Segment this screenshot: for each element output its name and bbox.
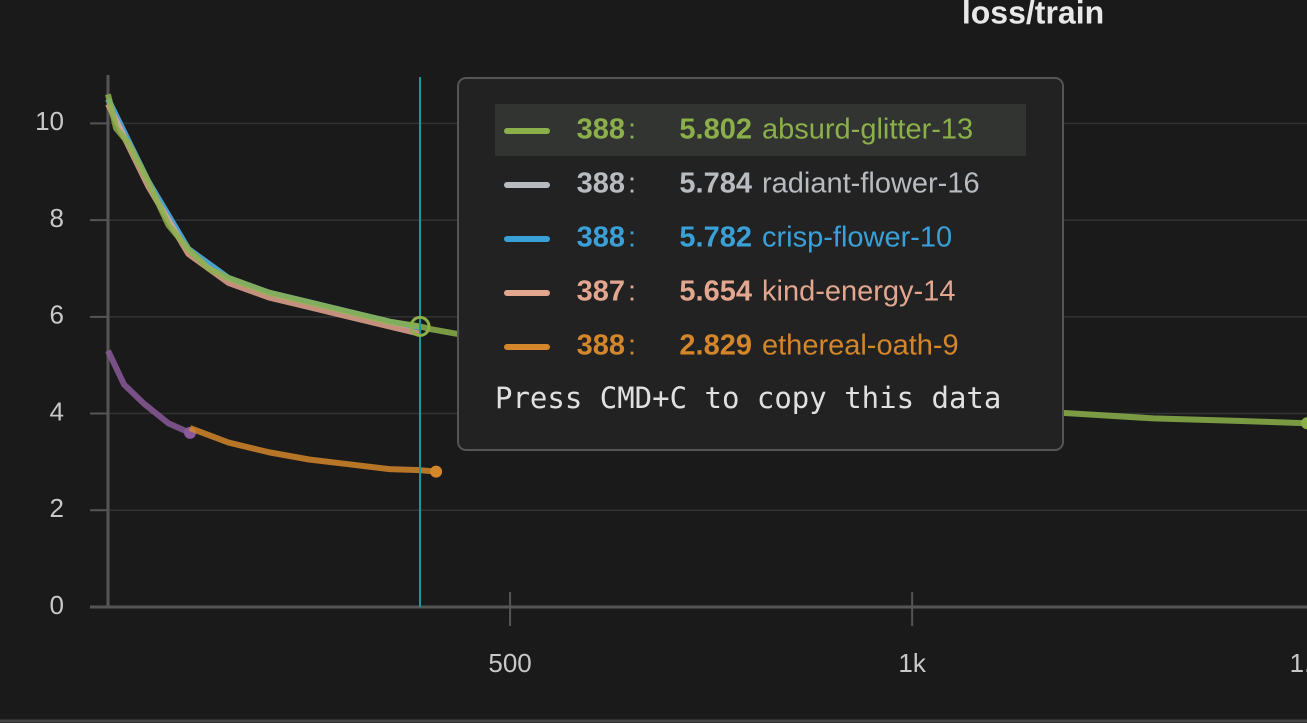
separator: : [628,222,636,254]
separator: : [628,168,636,200]
series-name: kind-energy-14 [762,276,955,308]
x-tick-label: 1.5k [1290,648,1307,678]
series-name: crisp-flower-10 [762,222,952,254]
tooltip-footer: Press CMD+C to copy this data [495,381,1001,415]
series-line [105,349,192,436]
end-dot [1301,417,1307,430]
hover-step: 388 [577,330,625,362]
tooltip-highlight [495,104,1026,156]
y-tick-label: 4 [50,396,64,426]
series-line [105,102,420,337]
series-name: ethereal-oath-9 [762,330,959,362]
x-tick-label: 1k [898,648,926,678]
hover-value: 5.802 [679,114,752,146]
hover-step: 388 [577,222,625,254]
y-tick-label: 10 [35,106,64,136]
y-tick-label: 6 [50,300,64,330]
y-tick-label: 0 [50,590,64,620]
series-name: absurd-glitter-13 [762,114,973,146]
tooltip: 388: 5.802 absurd-glitter-13 388: 5.784 radia… [457,77,1064,451]
series-name: radiant-flower-16 [762,168,980,200]
hover-value: 2.829 [679,330,752,362]
hover-value: 5.782 [679,222,752,254]
separator: : [628,114,636,146]
y-tick-label: 8 [50,203,64,233]
hover-point [409,315,431,337]
end-dot [430,465,443,478]
separator: : [628,276,636,308]
hover-step: 388 [577,114,625,146]
tooltip-box [457,77,1064,451]
hover-value: 5.784 [679,168,752,200]
hover-step: 388 [577,168,625,200]
x-tick-label: 500 [488,648,531,678]
separator: : [628,330,636,362]
hover-step: 387 [577,276,625,308]
chart-title: loss/train [962,0,1104,30]
y-tick-label: 2 [50,493,64,523]
series-line [188,425,437,475]
hover-value: 5.654 [679,276,752,308]
